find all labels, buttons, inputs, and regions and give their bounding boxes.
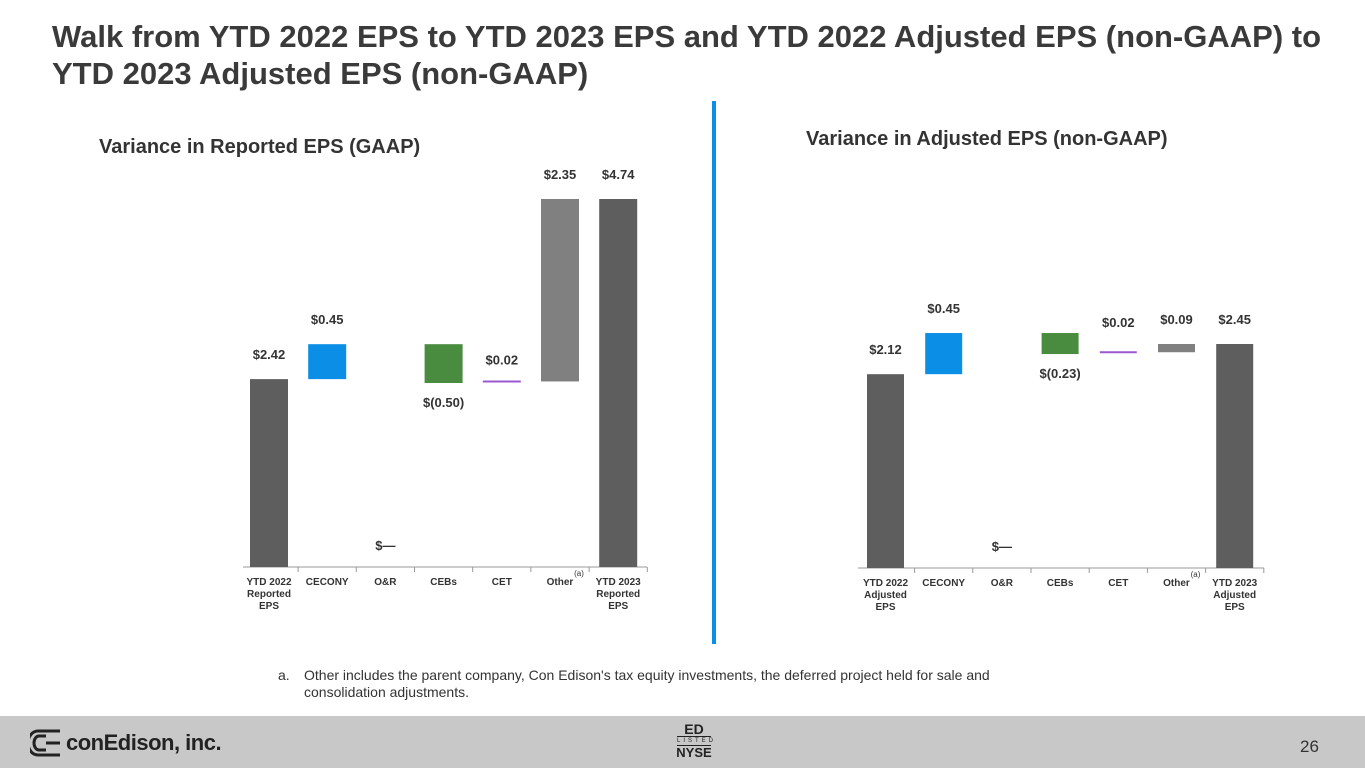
category-label: CEBs: [1047, 578, 1074, 589]
data-label: $4.74: [602, 167, 635, 182]
footer-bar: [0, 716, 1365, 768]
data-label: $(0.23): [1039, 366, 1080, 381]
category-label: CECONY: [306, 577, 349, 588]
bar-other: [541, 199, 579, 382]
data-label: $0.45: [311, 312, 344, 327]
category-label: Reported: [247, 589, 291, 600]
bar-cecony: [925, 333, 963, 375]
data-label: $0.02: [1102, 315, 1135, 330]
page-number: 26: [1300, 737, 1319, 756]
listed-label: LISTED: [677, 736, 717, 746]
data-label: $2.45: [1218, 312, 1251, 327]
data-label: $—: [992, 539, 1012, 554]
data-label: $0.02: [486, 352, 519, 367]
data-label: $(0.50): [423, 395, 464, 410]
chart-title-reported: Variance in Reported EPS (GAAP): [99, 136, 421, 158]
category-label: CET: [492, 577, 512, 588]
page-title: Walk from YTD 2022 EPS to YTD 2023 EPS a…: [52, 19, 1322, 91]
category-label: CECONY: [922, 578, 965, 589]
category-label: Other: [547, 577, 574, 588]
logo-text: conEdison, inc.: [66, 730, 222, 755]
bar-other: [1158, 344, 1195, 353]
category-label: YTD 2022: [863, 578, 908, 589]
bar-ytd-2022-reported-eps: [250, 379, 288, 567]
data-label: $2.35: [544, 167, 577, 182]
footnote-text: Other includes the parent company, Con E…: [304, 667, 990, 700]
data-label: $0.45: [927, 301, 960, 316]
category-label: YTD 2022: [246, 577, 291, 588]
category-label: EPS: [875, 602, 895, 613]
bar-cebs: [424, 344, 463, 383]
footnote-marker: (a): [574, 569, 584, 578]
data-label: $0.09: [1160, 312, 1193, 327]
ticker: ED: [684, 721, 704, 737]
bar-ytd-2022-adjusted-eps: [867, 374, 904, 568]
data-label: $2.12: [869, 342, 902, 357]
category-label: Adjusted: [1213, 590, 1256, 601]
category-label: Other: [1163, 578, 1190, 589]
bar-cecony: [308, 344, 347, 380]
con-edison-logo-icon: [30, 729, 60, 757]
category-label: EPS: [259, 601, 279, 612]
section-divider: [712, 101, 716, 644]
chart-title-adjusted: Variance in Adjusted EPS (non-GAAP): [806, 128, 1168, 150]
bar-cebs: [1041, 333, 1079, 355]
category-label: Reported: [596, 589, 640, 600]
logo: conEdison, inc.: [30, 727, 222, 759]
bar-ytd-2023-reported-eps: [599, 199, 638, 567]
footnote-letter: a.: [278, 667, 290, 683]
category-label: CET: [1108, 578, 1128, 589]
category-label: YTD 2023: [1212, 578, 1257, 589]
bar-ytd-2023-adjusted-eps: [1216, 344, 1254, 568]
category-label: O&R: [374, 577, 397, 588]
category-label: EPS: [608, 601, 628, 612]
data-label: $2.42: [253, 347, 286, 362]
category-label: EPS: [1225, 602, 1245, 613]
data-label: $—: [375, 538, 395, 553]
exchange-name: NYSE: [676, 745, 712, 760]
category-label: O&R: [991, 578, 1014, 589]
nyse-listed-badge: ED LISTED NYSE: [664, 722, 724, 760]
footnote-marker: (a): [1191, 570, 1201, 579]
category-label: CEBs: [430, 577, 457, 588]
category-label: Adjusted: [864, 590, 907, 601]
category-label: YTD 2023: [596, 577, 641, 588]
